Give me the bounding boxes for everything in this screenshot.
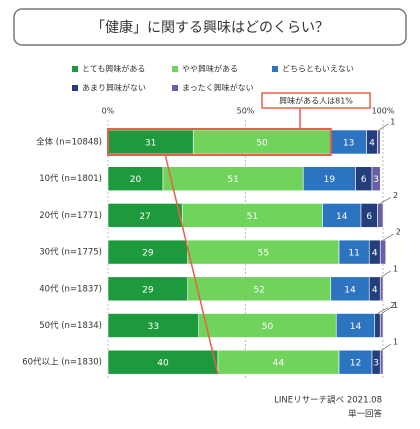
- y-tick-label: 40代 (n=1837): [39, 283, 102, 294]
- x-tick-label: 50%: [237, 107, 255, 116]
- data-label: 20: [130, 175, 142, 185]
- legend-label: やや興味がある: [182, 64, 238, 74]
- bar-segment: [107, 239, 189, 265]
- leader-line: [381, 270, 392, 278]
- data-label: 6: [366, 212, 372, 222]
- bar-segment: [322, 203, 362, 228]
- data-label: 2: [390, 301, 395, 310]
- bar-segment: [162, 166, 304, 191]
- bar-segment: [330, 276, 370, 302]
- leader-line: [381, 343, 392, 351]
- bar-segment: [379, 349, 384, 375]
- legend-swatch: [72, 66, 78, 72]
- bar-segment: [371, 166, 381, 191]
- leader-line: [382, 233, 394, 241]
- bar-segment: [107, 166, 164, 191]
- bar-segment: [181, 203, 323, 228]
- bar-segment: [217, 349, 340, 375]
- data-label: 2: [396, 228, 401, 237]
- data-label: 33: [148, 322, 159, 332]
- x-tick-label: 0%: [102, 107, 115, 116]
- bar-segment: [338, 349, 373, 375]
- y-tick-label: 10代 (n=1801): [39, 173, 102, 184]
- bar-segment: [302, 166, 356, 191]
- data-label: 29: [142, 285, 154, 295]
- legend-label: あまり興味がない: [82, 83, 146, 93]
- data-label: 3: [373, 359, 379, 369]
- data-label: 27: [139, 212, 150, 222]
- bar-segment: [107, 313, 200, 338]
- data-label: 4: [372, 285, 378, 295]
- bar-segment: [379, 239, 387, 265]
- bar-segment: [107, 203, 183, 228]
- callout-box: [261, 92, 371, 109]
- data-label: 51: [227, 175, 238, 185]
- bar-segment: [198, 313, 337, 338]
- data-label: 4: [369, 139, 375, 149]
- bar-segment: [377, 129, 381, 155]
- data-label: 40: [157, 359, 169, 369]
- chart-title: 「健康」に関する興味はどのくらい？: [91, 19, 329, 36]
- data-label: 51: [247, 212, 258, 222]
- data-label: 14: [344, 285, 356, 295]
- leader-line: [378, 123, 389, 131]
- leader-line: [377, 307, 389, 314]
- data-label: 52: [254, 285, 265, 295]
- x-tick-label: 100%: [372, 107, 395, 116]
- bar-segment: [187, 276, 332, 302]
- y-tick-label: 20代 (n=1771): [39, 210, 102, 221]
- legend-label: どちらともいえない: [282, 65, 354, 74]
- bar-segment: [338, 239, 370, 265]
- data-label: 14: [336, 212, 348, 222]
- data-label: 14: [350, 322, 362, 332]
- data-label: 50: [262, 322, 274, 332]
- highlight-box: [107, 128, 332, 156]
- y-tick-label: 60代以上 (n=1830): [22, 357, 102, 368]
- bar-segment: [379, 276, 384, 302]
- bar-segment: [377, 203, 384, 228]
- data-label: 50: [256, 139, 268, 149]
- bar-segment: [330, 129, 367, 155]
- data-label: 12: [350, 359, 361, 369]
- bar-segment: [379, 313, 384, 338]
- y-tick-label: 全体 (n=10848): [36, 137, 102, 148]
- legend-label: まったく興味がない: [182, 83, 254, 93]
- data-label: 2: [393, 191, 398, 200]
- source: LINEリサーチ調べ 2021.08: [274, 395, 382, 406]
- data-label: 29: [142, 249, 154, 259]
- bar-segment: [107, 129, 194, 155]
- y-tick-label: 50代 (n=1834): [39, 320, 102, 331]
- data-label: 44: [273, 359, 285, 369]
- legend-swatch: [172, 85, 178, 91]
- legend-swatch: [72, 85, 78, 91]
- data-label: 1: [393, 301, 398, 310]
- legend-label: とても興味がある: [82, 64, 145, 74]
- data-label: 6: [361, 175, 367, 185]
- data-label: 55: [258, 249, 269, 259]
- data-label: 1: [393, 338, 398, 347]
- data-label: 31: [145, 139, 156, 149]
- y-tick-label: 30代 (n=1775): [39, 247, 102, 258]
- legend-swatch: [272, 66, 278, 72]
- annotation: 興味がある人は81%: [279, 96, 353, 106]
- data-label: 19: [324, 175, 336, 185]
- data-label: 13: [343, 139, 354, 149]
- data-label: 1: [390, 118, 395, 127]
- data-label: 1: [393, 264, 398, 273]
- bar-segment: [374, 313, 381, 338]
- legend-swatch: [172, 66, 178, 72]
- leader-line: [380, 197, 392, 204]
- data-label: 3: [373, 175, 379, 185]
- trend-line: [164, 153, 219, 375]
- bar-segment: [107, 276, 189, 302]
- title-box: [13, 8, 407, 46]
- note: 単一回答: [348, 409, 383, 420]
- bar-segment: [107, 349, 219, 375]
- data-label: 4: [372, 249, 378, 259]
- leader-line: [381, 307, 392, 314]
- data-label: 11: [348, 249, 359, 259]
